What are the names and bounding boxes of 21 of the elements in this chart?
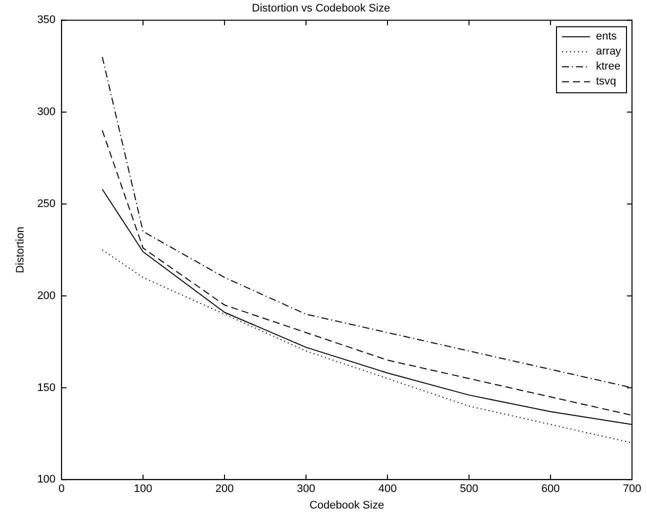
- chart-title: Distortion vs Codebook Size: [252, 2, 390, 15]
- x-tick-label: 200: [215, 483, 234, 496]
- y-tick-label: 250: [37, 198, 56, 210]
- x-tick-label: 400: [378, 483, 397, 496]
- x-tick-label: 600: [541, 483, 560, 496]
- legend-label: ents: [596, 30, 618, 43]
- x-tick-label: 300: [296, 483, 316, 496]
- legend-label: array: [596, 46, 622, 58]
- x-tick-label: 0: [58, 483, 65, 496]
- x-tick-label: 700: [622, 483, 642, 496]
- y-tick-label: 100: [37, 474, 56, 486]
- legend-label: tsvq: [596, 76, 616, 88]
- legend-label: ktree: [596, 60, 620, 73]
- x-tick-label: 100: [134, 483, 152, 496]
- x-tick-label: 500: [460, 483, 478, 496]
- y-tick-label: 200: [37, 290, 56, 302]
- y-tick-label: 150: [37, 382, 56, 394]
- y-tick-label: 350: [37, 14, 56, 26]
- y-axis-title: Distortion: [14, 226, 27, 274]
- y-tick-label: 300: [37, 106, 56, 118]
- x-axis-title: Codebook Size: [309, 499, 384, 512]
